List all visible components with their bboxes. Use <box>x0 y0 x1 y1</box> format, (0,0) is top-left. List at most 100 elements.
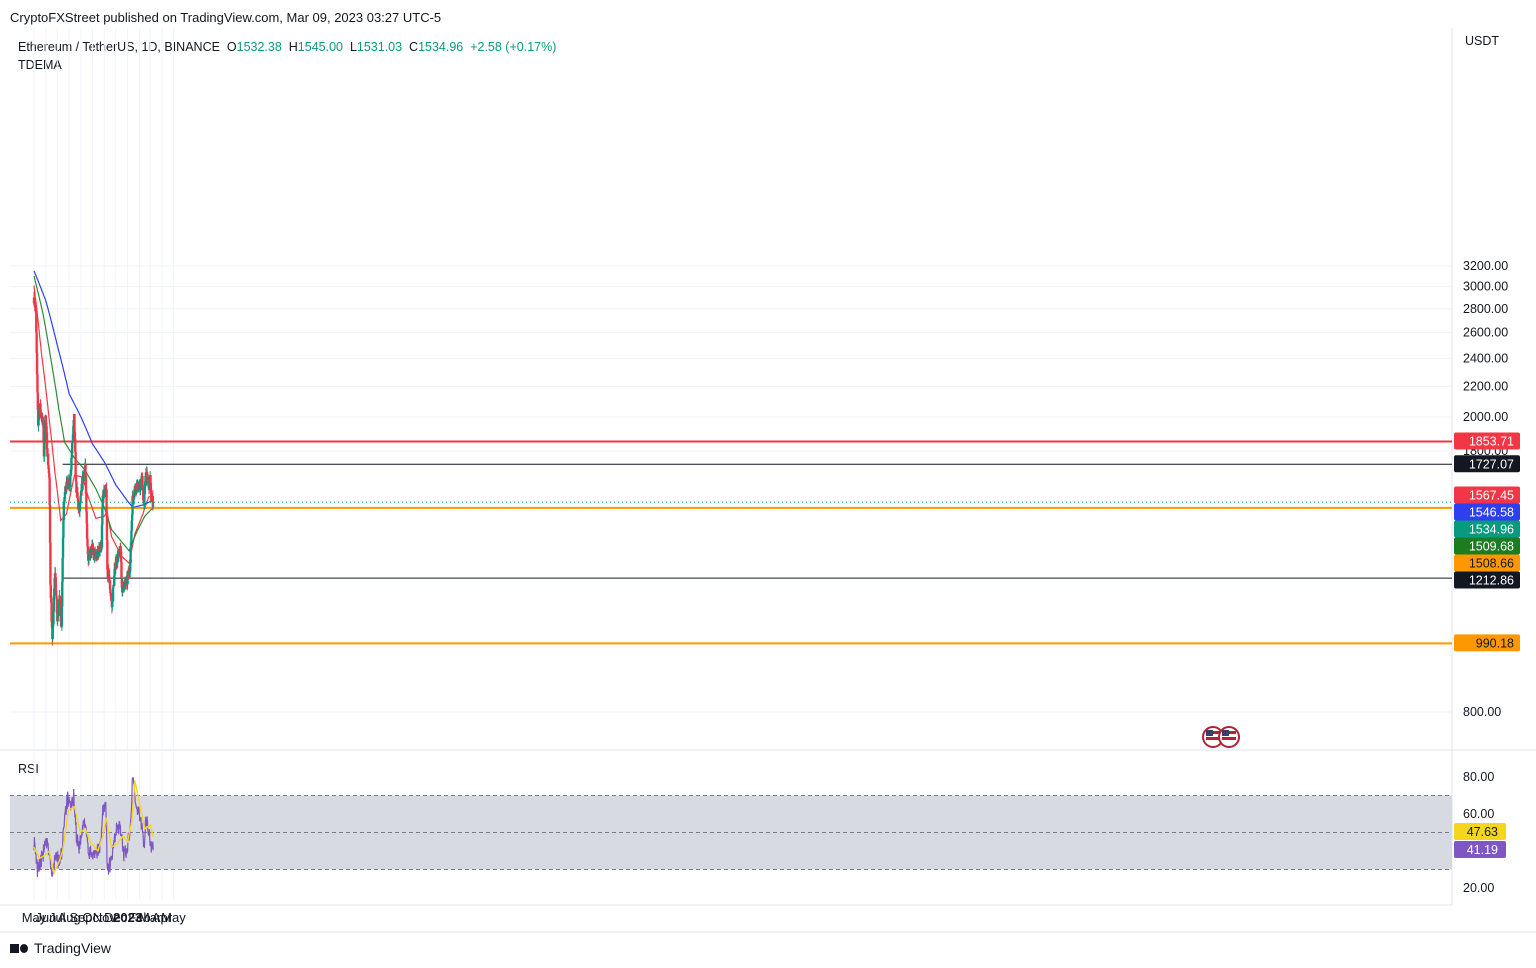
candle-body <box>62 503 65 521</box>
candle-body <box>50 602 53 622</box>
candle-body <box>49 584 53 599</box>
low-label: L <box>349 40 357 54</box>
rsi-value-bg <box>1454 823 1506 840</box>
candle-body <box>55 598 59 614</box>
time-tick-label: Oct <box>82 910 103 925</box>
price-label-text: 1509.68 <box>1469 540 1514 554</box>
price-label-1509.68: 1509.68 <box>1454 537 1520 555</box>
chart-legend: Ethereum / TetherUS, 1D, BINANCE O1532.3… <box>18 38 556 74</box>
candle-body <box>54 577 57 591</box>
price-label-1567.45: 1567.45 <box>1454 486 1520 504</box>
time-tick-label: Apr <box>152 910 173 925</box>
candle-body <box>53 588 56 596</box>
time-tick-label: Jul <box>49 910 66 925</box>
candle-body <box>73 413 76 433</box>
us-flag-icon <box>1218 726 1240 748</box>
price-label-1534.96: 1534.96 <box>1454 520 1520 538</box>
price-label-bg <box>1454 571 1520 589</box>
candle-body <box>70 457 73 470</box>
candle-body <box>129 546 132 563</box>
candle-body <box>114 564 117 569</box>
price-label-text: 990.18 <box>1476 636 1514 650</box>
candle-body <box>74 451 77 475</box>
candle-body <box>111 599 114 608</box>
candle-body <box>63 491 67 500</box>
candle-body <box>36 392 40 410</box>
candle-body <box>133 489 136 496</box>
rsi-tick-label: 20.00 <box>1463 881 1494 895</box>
candle-body <box>85 511 88 524</box>
brand-label: TradingView <box>34 940 112 956</box>
candle-body <box>141 475 144 491</box>
candle-body <box>130 530 133 542</box>
candle-body <box>71 442 74 454</box>
grid-lines <box>10 28 1452 900</box>
price-tick-label: 3000.00 <box>1463 280 1508 294</box>
candle-body <box>84 464 87 476</box>
price-label-bg <box>1454 554 1520 572</box>
publisher-line: CryptoFXStreet published on TradingView.… <box>10 10 442 25</box>
price-tick-label: 2400.00 <box>1463 351 1508 365</box>
rsi-value-label: 47.63 <box>1454 823 1506 840</box>
candle-body <box>52 595 56 612</box>
rsi-value-text: 47.63 <box>1467 825 1498 839</box>
candle-body <box>39 403 42 412</box>
candle-body <box>78 503 82 512</box>
symbol-label[interactable]: Ethereum / TetherUS, 1D, BINANCE <box>18 40 220 54</box>
open-value: 1532.38 <box>236 40 282 54</box>
candle-body <box>79 495 82 504</box>
candle-body <box>92 548 96 550</box>
candle-body <box>149 475 152 483</box>
footer-brand[interactable]: TradingView <box>10 940 111 956</box>
candle-body <box>47 464 50 469</box>
rsi-value-bg <box>1454 841 1506 858</box>
price-label-990.18: 990.18 <box>1454 634 1520 652</box>
price-unit: USDT <box>1465 34 1500 48</box>
candle-body <box>45 432 49 450</box>
price-label-bg <box>1454 634 1520 652</box>
candle-body <box>35 312 38 333</box>
price-label-text: 1212.86 <box>1469 574 1514 588</box>
price-tick-label: 3200.00 <box>1463 259 1508 273</box>
candle-body <box>131 495 134 515</box>
candle-body <box>108 580 112 590</box>
candle-body <box>98 548 102 553</box>
candle-body <box>120 561 123 578</box>
candle-body <box>36 374 39 393</box>
candle-body <box>43 430 47 441</box>
price-label-1212.86: 1212.86 <box>1454 571 1520 589</box>
tradingview-logo-icon <box>10 942 28 954</box>
candle-body <box>69 475 72 487</box>
price-label-text: 1853.71 <box>1469 435 1514 449</box>
candle-body <box>74 474 78 482</box>
candle-body <box>130 514 134 521</box>
candle-body <box>60 606 64 627</box>
candle-body <box>86 538 89 547</box>
price-label-bg <box>1454 455 1520 473</box>
price-label-bg <box>1454 486 1520 504</box>
price-tick-label: 800.00 <box>1463 705 1501 719</box>
price-label-1853.71: 1853.71 <box>1454 432 1520 450</box>
price-label-bg <box>1454 520 1520 538</box>
candle-body <box>126 576 129 585</box>
candle-body <box>139 483 142 491</box>
candle-body <box>107 569 111 580</box>
candle-body <box>85 523 89 539</box>
time-tick-label: Sep <box>69 910 92 925</box>
candle-body <box>101 507 104 525</box>
candle-body <box>61 537 65 558</box>
candle-body <box>48 473 51 478</box>
candle-body <box>76 498 80 502</box>
candle-body <box>43 440 46 457</box>
price-label-text: 1727.07 <box>1469 457 1514 471</box>
candle-body <box>149 482 153 493</box>
candle-body <box>48 505 52 543</box>
indicator-label[interactable]: TDEMA <box>18 58 62 72</box>
candle-body <box>52 611 55 624</box>
candle-body <box>129 541 133 547</box>
price-label-text: 1508.66 <box>1469 557 1514 571</box>
candle-body <box>113 575 116 586</box>
candle-body <box>74 439 77 452</box>
rsi-tick-label: 60.00 <box>1463 807 1494 821</box>
